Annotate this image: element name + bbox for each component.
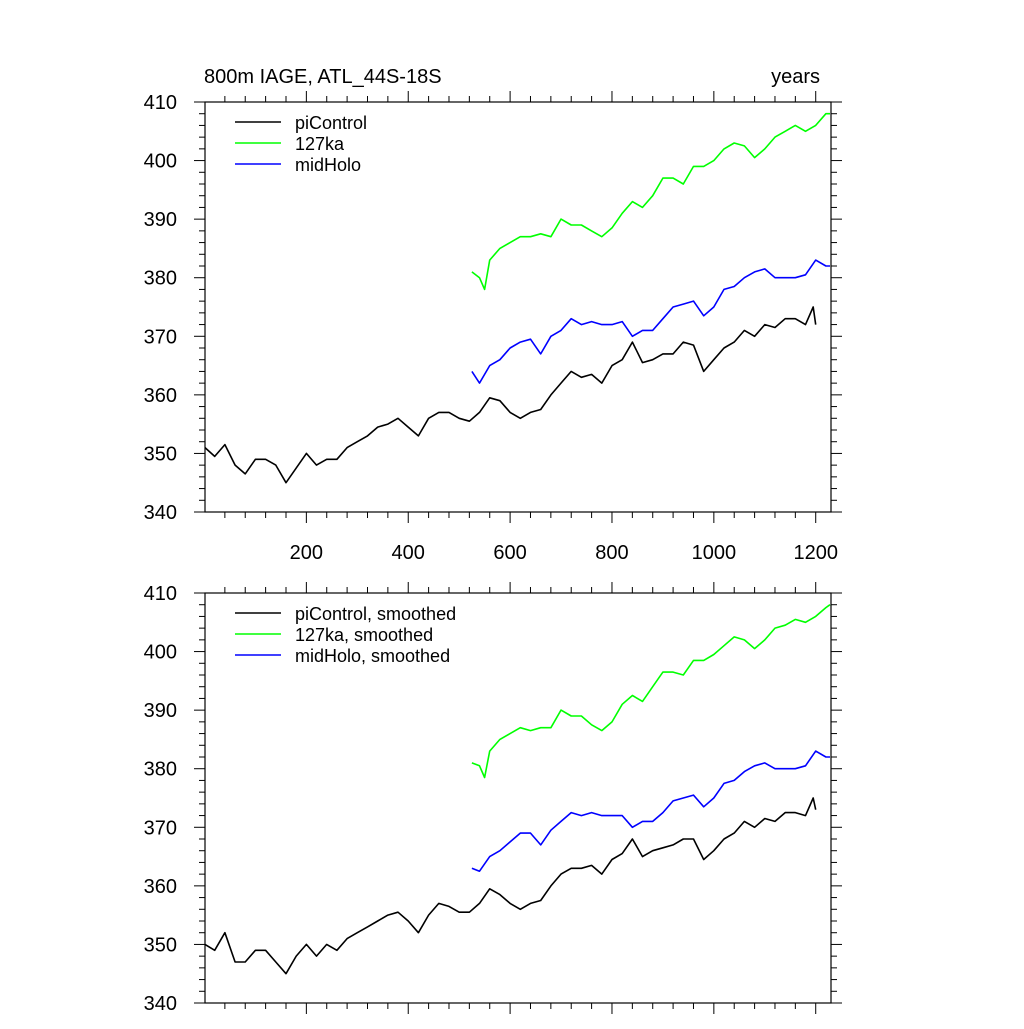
y-tick-label: 400 xyxy=(144,151,177,173)
y-tick-label: 340 xyxy=(144,993,177,1015)
x-tick-label: 1200 xyxy=(793,542,838,564)
legend-label: midHolo, smoothed xyxy=(295,646,450,666)
series-line-midholo xyxy=(471,750,830,872)
legend-label: piControl, smoothed xyxy=(295,604,456,624)
y-tick-label: 380 xyxy=(144,759,177,781)
chart-units-label: years xyxy=(771,66,820,88)
y-tick-label: 400 xyxy=(144,642,177,664)
plot-frame xyxy=(204,592,832,1004)
y-tick-label: 360 xyxy=(144,876,177,898)
top-panel-series xyxy=(204,112,830,484)
series-line-picontrol xyxy=(204,306,817,484)
legend-label: 127ka, smoothed xyxy=(295,625,433,645)
y-tick-label: 370 xyxy=(144,817,177,839)
y-tick-label: 370 xyxy=(144,326,177,348)
series-line-127ka xyxy=(471,604,831,779)
series-line-midholo xyxy=(471,259,830,384)
y-tick-label: 350 xyxy=(144,443,177,465)
y-tick-label: 350 xyxy=(144,934,177,956)
series-line-127ka xyxy=(471,112,830,291)
x-tick-label: 600 xyxy=(493,542,526,564)
chart-title: 800m IAGE, ATL_44S-18S xyxy=(204,66,442,88)
y-tick-label: 340 xyxy=(144,502,177,524)
legend-label: midHolo xyxy=(295,155,361,175)
y-tick-label: 380 xyxy=(144,268,177,290)
x-tick-label: 400 xyxy=(392,542,425,564)
plot-frame xyxy=(204,101,832,513)
y-tick-label: 390 xyxy=(144,209,177,231)
y-tick-label: 410 xyxy=(144,583,177,605)
series-line-picontrol xyxy=(204,797,817,975)
x-tick-label: 800 xyxy=(595,542,628,564)
legend-label: 127ka xyxy=(295,134,345,154)
x-tick-label: 1000 xyxy=(692,542,737,564)
legend-label: piControl xyxy=(295,113,367,133)
bottom-panel-series xyxy=(204,604,831,975)
bottom-panel-axes: 340 350 360 370 380 390 400 410 xyxy=(144,582,842,1015)
x-tick-label: 200 xyxy=(290,542,323,564)
y-tick-label: 410 xyxy=(144,92,177,114)
y-tick-label: 390 xyxy=(144,700,177,722)
top-panel: 800m IAGE, ATL_44S-18S years 340 350 360 37… xyxy=(144,66,842,564)
bottom-panel: 340 350 360 370 380 390 400 410 piControl, smoo… xyxy=(144,582,842,1015)
top-panel-axes: 340 350 360 370 380 390 400 410 200 400 600 800 1000… xyxy=(144,91,842,564)
y-tick-label: 360 xyxy=(144,385,177,407)
